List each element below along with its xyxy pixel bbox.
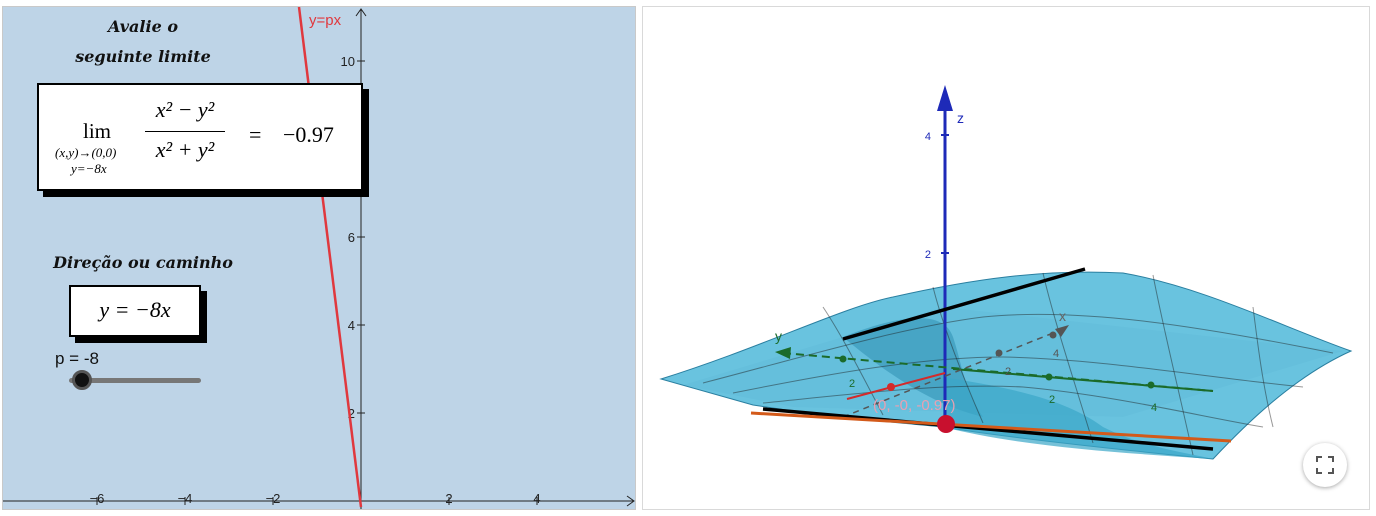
fullscreen-button[interactable] xyxy=(1303,443,1347,487)
slider-handle-p[interactable] xyxy=(72,370,93,390)
y-axis-arrow xyxy=(775,347,791,359)
x-axis-point xyxy=(1049,331,1057,339)
path-expression: y = −8x xyxy=(99,297,171,322)
z-axis-arrow xyxy=(937,85,953,111)
lim-subscript-approach: (x,y)→(0,0) xyxy=(55,145,117,160)
surface-lower-fold xyxy=(943,377,1213,459)
limit-point-label: (0, -0, -0.97) xyxy=(873,397,956,414)
y-tick-label: 2 xyxy=(348,406,355,421)
equals-sign: = xyxy=(249,122,262,147)
x-axis-arrow xyxy=(626,495,635,507)
limit-value: −0.97 xyxy=(283,122,334,147)
x-axis-label: x xyxy=(1059,308,1066,324)
path-point xyxy=(887,383,895,391)
lim-operator: lim xyxy=(83,119,112,143)
x-tick-label-3d: 4 xyxy=(1053,348,1059,360)
x-tick-label: −4 xyxy=(178,491,193,506)
limit-formula-box: lim (x,y)→(0,0) y=−8x x² − y² x² + y² = … xyxy=(37,83,363,191)
direction-title: Direção ou caminho xyxy=(53,253,233,272)
y-tick-label-3d: 2 xyxy=(849,378,855,390)
fraction-numerator: x² − y² xyxy=(155,97,215,122)
title-line-2: seguinte limite xyxy=(75,47,211,66)
slider-label: p = -8 xyxy=(55,349,99,368)
graphics-view-2d[interactable]: 10 8 6 4 2 −6 −4 −2 2 4 y=px Avalie o se… xyxy=(2,6,636,510)
y-axis-label: y xyxy=(775,328,782,344)
surface-curve-orange xyxy=(750,411,1232,443)
z-tick-label: 2 xyxy=(925,249,931,261)
fullscreen-icon xyxy=(1316,456,1334,474)
y-axis-arrow xyxy=(355,8,367,17)
graph-canvas-3d[interactable]: z 4 2 y 2 2 4 x 2 4 (0, -0, -0.97) xyxy=(643,7,1370,510)
limit-point[interactable] xyxy=(937,415,955,433)
y-axis-3d-solid xyxy=(952,368,1214,392)
x-tick-label: 2 xyxy=(445,491,452,506)
surface-mesh xyxy=(702,272,1334,456)
fraction-bar xyxy=(145,131,225,132)
x-tick-label: 4 xyxy=(533,491,540,506)
line-y-px[interactable] xyxy=(297,7,363,508)
title-line-1: Avalie o xyxy=(107,17,178,36)
z-tick-label: 4 xyxy=(925,131,931,143)
x-tick-label: −6 xyxy=(90,491,105,506)
x-axis-arrow xyxy=(1055,325,1069,337)
x-axis-point xyxy=(995,349,1003,357)
surface-curve-top xyxy=(842,267,1086,341)
graphics-view-3d[interactable]: z 4 2 y 2 2 4 x 2 4 (0, -0, -0.97) xyxy=(642,6,1370,510)
y-tick-label-3d: 4 xyxy=(1151,402,1157,414)
x-tick-label-3d: 2 xyxy=(1005,366,1011,378)
lim-subscript-path: y=−8x xyxy=(71,161,107,176)
y-tick-label: 10 xyxy=(341,54,355,69)
x-tick-label: −2 xyxy=(266,491,281,506)
path-expression-box: y = −8x xyxy=(69,285,201,337)
y-tick-label: 6 xyxy=(348,230,355,245)
line-label: y=px xyxy=(309,12,342,29)
surface-curve-bottom xyxy=(762,407,1214,451)
slider-track-p[interactable] xyxy=(69,378,201,383)
path-line-3d xyxy=(846,372,946,400)
fraction-denominator: x² + y² xyxy=(155,137,215,162)
y-tick-label: 4 xyxy=(348,318,355,333)
y-axis-point xyxy=(1147,381,1155,389)
y-tick-label-3d: 2 xyxy=(1049,394,1055,406)
y-axis-point xyxy=(1045,373,1053,381)
z-axis-label: z xyxy=(957,110,964,126)
y-axis-point xyxy=(839,355,847,363)
